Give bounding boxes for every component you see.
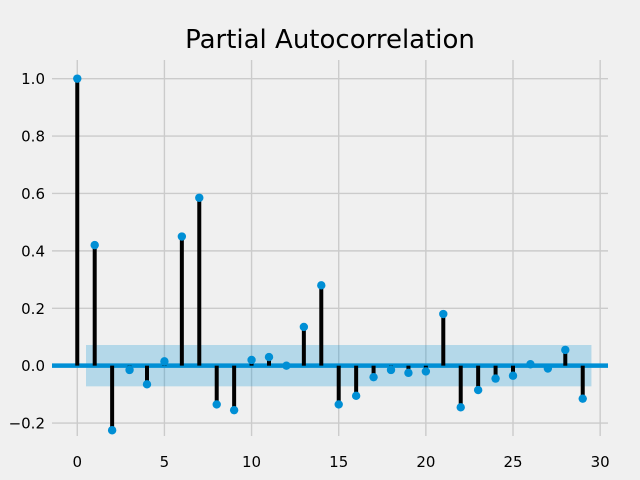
marker-6 — [177, 232, 187, 241]
x-tick-label: 10 — [242, 453, 261, 471]
y-tick-label: 0.0 — [21, 357, 45, 375]
marker-15 — [334, 400, 343, 409]
marker-25 — [508, 371, 518, 380]
marker-19 — [404, 368, 413, 378]
marker-26 — [526, 360, 535, 369]
y-tick-label: 0.8 — [21, 128, 45, 146]
marker-9 — [229, 405, 239, 415]
y-tick-label: −0.2 — [9, 415, 45, 433]
marker-29 — [578, 394, 587, 403]
marker-21 — [439, 309, 448, 319]
marker-28 — [561, 345, 570, 355]
x-tick-label: 0 — [72, 453, 82, 471]
marker-24 — [491, 374, 500, 383]
marker-0 — [73, 74, 82, 83]
y-tick-label: 1.0 — [21, 70, 45, 88]
marker-8 — [212, 400, 221, 409]
marker-2 — [107, 426, 117, 435]
x-tick-label: 15 — [329, 453, 348, 471]
marker-14 — [317, 281, 326, 290]
marker-7 — [195, 193, 204, 202]
grid-lines — [52, 60, 608, 436]
marker-12 — [282, 361, 291, 370]
stem-series — [73, 74, 587, 435]
marker-18 — [386, 365, 396, 375]
marker-10 — [247, 355, 256, 365]
marker-17 — [369, 372, 378, 382]
marker-5 — [160, 357, 169, 366]
x-tick-label: 5 — [160, 453, 170, 471]
marker-4 — [142, 380, 152, 389]
y-tick-label: 0.4 — [21, 242, 45, 260]
x-axis-ticks: 0 5 10 15 20 25 30 — [72, 453, 609, 471]
x-tick-label: 20 — [416, 453, 435, 471]
marker-22 — [456, 403, 465, 412]
x-tick-label: 30 — [591, 453, 610, 471]
marker-16 — [351, 391, 361, 401]
y-tick-label: 0.6 — [21, 185, 45, 203]
marker-27 — [543, 364, 553, 373]
marker-13 — [299, 322, 309, 332]
x-tick-label: 25 — [503, 453, 522, 471]
marker-20 — [421, 367, 431, 376]
chart-title: Partial Autocorrelation — [185, 25, 475, 55]
y-axis-ticks: −0.2 0.0 0.2 0.4 0.6 0.8 1.0 — [9, 70, 45, 432]
marker-11 — [264, 352, 274, 362]
y-tick-label: 0.2 — [21, 300, 45, 318]
marker-1 — [90, 240, 99, 250]
marker-23 — [473, 385, 483, 395]
marker-3 — [125, 365, 134, 375]
